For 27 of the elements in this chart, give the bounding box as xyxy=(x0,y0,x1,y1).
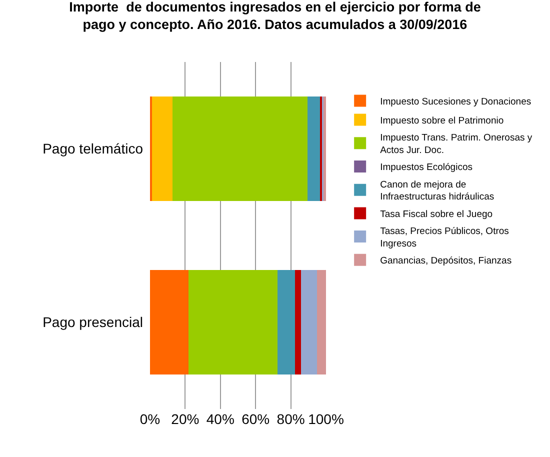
bar xyxy=(317,270,326,374)
x-tick-label: 20% xyxy=(171,411,200,427)
bar xyxy=(278,270,296,374)
x-tick-label: 80% xyxy=(276,411,305,427)
legend-label: Impuesto Sucesiones y Donaciones xyxy=(380,96,532,108)
bar xyxy=(172,96,308,201)
bar xyxy=(295,270,302,374)
legend-label: Ganancias, Depósitos, Fianzas xyxy=(380,256,512,267)
x-tick-label: 40% xyxy=(206,411,234,427)
bar xyxy=(150,270,189,374)
x-tick-label: 100% xyxy=(308,411,344,427)
y-tick-label: Pago presencial xyxy=(42,314,143,330)
bar xyxy=(188,270,278,374)
x-tick-label: 0% xyxy=(140,411,160,427)
legend-label: Canon de mejora de Infraestructuras hidráulicas xyxy=(380,179,494,203)
bar xyxy=(308,96,320,201)
y-tick-label: Pago telemático xyxy=(42,140,144,157)
bar xyxy=(152,96,173,201)
legend-label: Impuesto Trans. Patrim. Onerosas y Actos Jur. Doc. xyxy=(380,132,532,156)
bar xyxy=(323,96,326,201)
chart-title: Importe de documentos ingresados en el ejercicio por forma de pago y concepto. Año 2016. Datos acumulados a 30/09/2016 xyxy=(69,0,482,32)
legend-label: Impuestos Ecológicos xyxy=(380,162,473,174)
legend-label: Tasas, Precios Públicos, Otros Ingresos xyxy=(380,226,510,250)
x-tick-label: 60% xyxy=(242,411,270,427)
legend-label: Impuesto sobre el Patrimonio xyxy=(380,115,504,126)
bar xyxy=(301,270,318,374)
legend-label: Tasa Fiscal sobre el Juego xyxy=(380,208,493,220)
